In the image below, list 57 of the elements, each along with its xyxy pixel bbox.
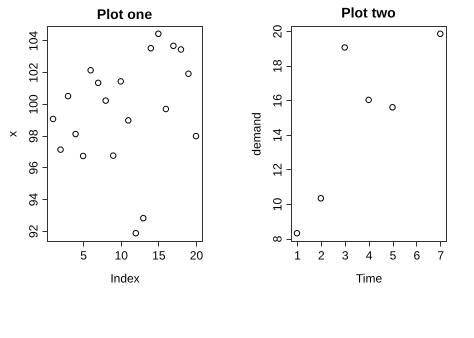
point xyxy=(170,42,177,50)
point xyxy=(57,146,64,153)
point xyxy=(192,132,200,140)
point xyxy=(365,96,372,104)
y-tick-label: 20 xyxy=(270,24,284,38)
point xyxy=(178,46,184,53)
y-tick-label: 100 xyxy=(26,94,40,114)
y-axis-title: x xyxy=(6,131,20,137)
point xyxy=(72,130,79,138)
point xyxy=(389,104,396,111)
point xyxy=(102,97,109,104)
point xyxy=(125,117,132,124)
x-tick-label: 3 xyxy=(342,248,349,262)
point xyxy=(94,80,102,86)
y-tick-label: 98 xyxy=(26,129,40,143)
y-tick-label: 18 xyxy=(270,59,284,73)
chart-title: Plot two xyxy=(341,4,396,20)
point xyxy=(118,78,124,85)
y-tick-label: 8 xyxy=(270,235,284,242)
point xyxy=(87,67,94,74)
x-tick-label: 5 xyxy=(80,248,88,262)
y-tick-label: 102 xyxy=(26,62,40,83)
x-tick-label: 6 xyxy=(414,248,421,262)
x-axis-title: Index xyxy=(110,272,140,286)
point xyxy=(140,214,147,222)
x-tick-label: 10 xyxy=(114,248,128,262)
chart-title: Plot one xyxy=(96,6,152,22)
y-tick-label: 92 xyxy=(26,224,40,238)
y-tick-label: 12 xyxy=(270,162,284,177)
point xyxy=(64,92,72,100)
x-tick-label: 1 xyxy=(294,248,302,262)
x-tick-label: 2 xyxy=(318,248,326,262)
point xyxy=(294,230,300,236)
point xyxy=(155,30,162,38)
point xyxy=(185,70,192,77)
point xyxy=(50,116,56,122)
x-tick-label: 15 xyxy=(152,248,166,262)
y-tick-label: 104 xyxy=(26,30,40,51)
point xyxy=(437,30,444,38)
point xyxy=(318,195,324,202)
x-tick-label: 20 xyxy=(190,248,204,262)
y-tick-label: 10 xyxy=(270,197,284,212)
x-tick-label: 5 xyxy=(390,248,397,262)
y-axis-title: demand xyxy=(250,112,264,156)
y-tick-label: 14 xyxy=(270,128,284,142)
point xyxy=(162,106,170,112)
y-tick-label: 96 xyxy=(26,160,40,175)
y-tick-label: 16 xyxy=(270,94,284,108)
x-tick-label: 4 xyxy=(366,248,373,262)
point xyxy=(132,230,140,236)
point xyxy=(148,44,154,52)
point xyxy=(80,152,86,160)
y-tick-label: 94 xyxy=(26,192,40,206)
point xyxy=(110,152,116,159)
x-axis-title: Time xyxy=(356,272,382,286)
x-tick-label: 7 xyxy=(437,248,444,262)
point xyxy=(342,44,348,51)
